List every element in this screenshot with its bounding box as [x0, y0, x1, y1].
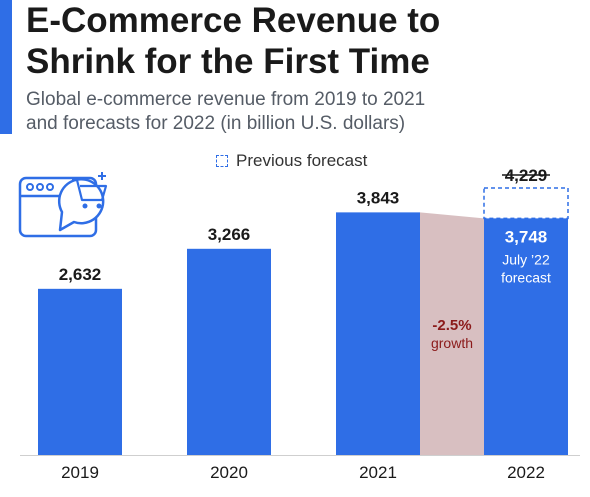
growth-label: growth: [431, 335, 473, 351]
growth-band: [420, 212, 484, 455]
forecast-note-line-1: July ’22: [502, 251, 550, 267]
legend-label: Previous forecast: [236, 151, 368, 170]
category-label-2022: 2022: [507, 463, 545, 482]
value-label-2020: 3,266: [208, 225, 251, 244]
category-label-2019: 2019: [61, 463, 99, 482]
previous-forecast-box: [483, 187, 569, 220]
dashed-square-icon: [216, 155, 228, 167]
value-label-2019: 2,632: [59, 265, 102, 284]
value-label-2021: 3,843: [357, 188, 400, 207]
category-label-2020: 2020: [210, 463, 248, 482]
chart-title: E-Commerce Revenue to Shrink for the Fir…: [26, 0, 586, 82]
chart-subtitle: Global e-commerce revenue from 2019 to 2…: [26, 88, 586, 136]
title-line-1: E-Commerce Revenue to: [26, 1, 441, 40]
browser-cart-icon: [18, 172, 108, 238]
forecast-note-line-2: forecast: [501, 269, 551, 285]
subtitle-line-1: Global e-commerce revenue from 2019 to 2…: [26, 89, 426, 110]
bar-2019: [38, 288, 122, 455]
bar-2021: [336, 212, 420, 455]
title-accent-bar: [0, 0, 12, 134]
chart-legend: Previous forecast: [216, 150, 367, 172]
title-line-2: Shrink for the First Time: [26, 42, 430, 81]
subtitle-line-2: and forecasts for 2022 (in billion U.S. …: [26, 113, 406, 134]
bar-2020: [187, 248, 271, 455]
value-label-2022: 3,748: [505, 227, 548, 246]
bar-2022: [484, 218, 568, 455]
category-label-2021: 2021: [359, 463, 397, 482]
growth-value: -2.5%: [432, 317, 471, 334]
